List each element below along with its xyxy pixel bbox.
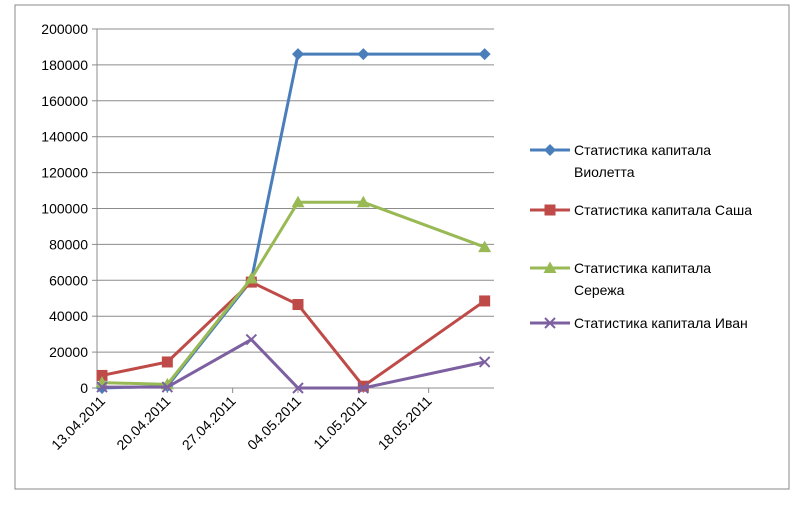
y-tick-label: 140000 bbox=[41, 129, 88, 145]
data-point bbox=[96, 369, 108, 381]
series-line bbox=[101, 200, 486, 386]
y-tick-label: 20000 bbox=[49, 344, 88, 360]
data-point bbox=[478, 240, 492, 253]
data-point bbox=[356, 195, 370, 208]
data-point bbox=[161, 381, 174, 393]
series-line bbox=[102, 337, 485, 390]
series-line bbox=[101, 280, 486, 389]
y-tick-label: 180000 bbox=[41, 57, 88, 73]
legend-label: Статистика капитала Иван bbox=[574, 315, 748, 331]
data-point bbox=[478, 48, 491, 61]
legend-marker bbox=[543, 261, 557, 273]
y-tick-label: 160000 bbox=[41, 93, 88, 109]
legend-marker bbox=[544, 317, 556, 329]
data-point bbox=[292, 48, 304, 61]
y-tick-label: 60000 bbox=[49, 272, 88, 288]
data-point bbox=[292, 382, 304, 394]
legend-label: Статистика капитала Саша bbox=[574, 202, 752, 218]
y-tick-label: 0 bbox=[80, 380, 88, 396]
data-point bbox=[357, 380, 369, 392]
y-tick-label: 200000 bbox=[41, 21, 88, 37]
chart-frame bbox=[14, 4, 790, 490]
data-point bbox=[291, 195, 305, 208]
y-tick-label: 80000 bbox=[49, 236, 88, 252]
data-point bbox=[292, 299, 304, 311]
data-point bbox=[244, 272, 258, 284]
data-point bbox=[96, 381, 108, 393]
data-point bbox=[245, 333, 258, 346]
data-point bbox=[357, 382, 370, 394]
y-tick-label: 40000 bbox=[49, 308, 88, 324]
data-point bbox=[479, 295, 491, 307]
data-point bbox=[478, 356, 491, 368]
data-point bbox=[161, 356, 173, 368]
y-tick-label: 100000 bbox=[41, 201, 88, 217]
legend-marker bbox=[544, 144, 556, 156]
legend-marker bbox=[544, 204, 556, 216]
data-point bbox=[357, 48, 370, 61]
legend-label: Статистика капитала Сережа bbox=[574, 260, 715, 298]
legend-label: Статистика капитала Виолетта bbox=[574, 142, 715, 180]
y-tick-label: 120000 bbox=[41, 165, 88, 181]
